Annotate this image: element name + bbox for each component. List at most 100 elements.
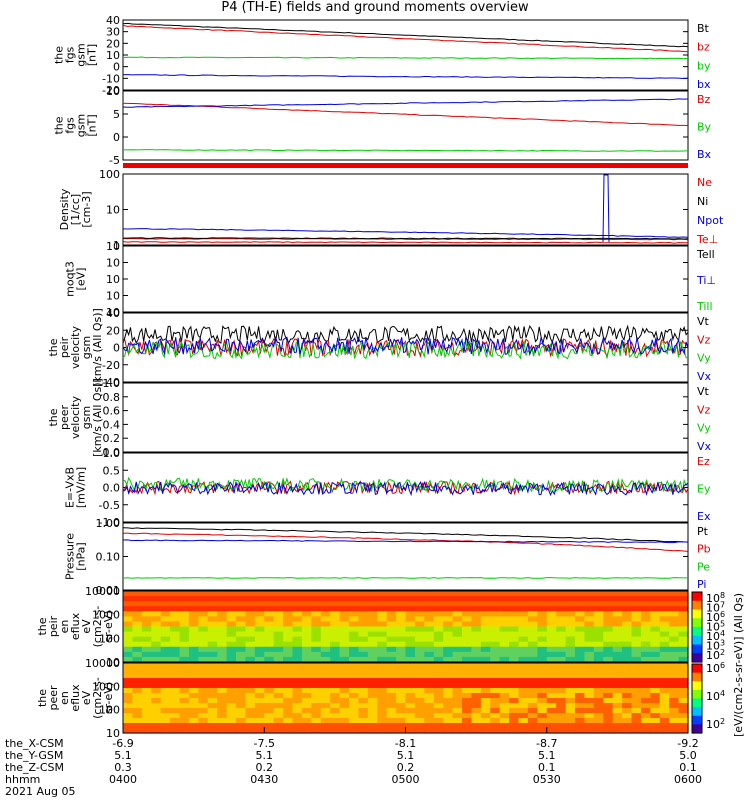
heatmap-cell	[349, 641, 360, 648]
heatmap-cell	[132, 663, 143, 669]
heatmap-cell	[452, 673, 463, 679]
heatmap-cell	[179, 641, 190, 648]
heatmap-cell	[367, 718, 378, 724]
heatmap-cell	[678, 601, 689, 607]
heatmap-cell	[132, 708, 143, 714]
heatmap-cell	[264, 703, 275, 709]
heatmap-cell	[339, 611, 350, 617]
heatmap-cell	[188, 636, 199, 643]
heatmap-cell	[132, 641, 143, 648]
heatmap-cell	[433, 683, 444, 689]
heatmap-cell	[292, 663, 303, 669]
heatmap-cell	[452, 708, 463, 714]
heatmap-cell	[584, 606, 595, 612]
heatmap-cell	[349, 611, 360, 617]
heatmap-cell	[254, 668, 265, 674]
heatmap-cell	[377, 626, 388, 633]
heatmap-cell	[358, 631, 369, 638]
heatmap-cell	[198, 723, 209, 729]
heatmap-cell	[546, 616, 557, 623]
heatmap-cell	[207, 601, 218, 607]
heatmap-cell	[527, 708, 538, 714]
heatmap-cell	[226, 668, 237, 674]
heatmap-cell	[593, 688, 604, 694]
colorbar-cell	[692, 635, 702, 639]
heatmap-cell	[283, 631, 294, 638]
heatmap-cell	[292, 596, 303, 602]
ylabel-line: [nT]	[86, 44, 99, 66]
heatmap-cell	[584, 663, 595, 669]
heatmap-cell	[405, 631, 416, 638]
colorbar-cell	[692, 707, 702, 710]
heatmap-cell	[405, 708, 416, 714]
heatmap-cell	[622, 698, 633, 704]
heatmap-cell	[254, 673, 265, 679]
heatmap-cell	[358, 616, 369, 623]
heatmap-cell	[622, 651, 633, 658]
heatmap-cell	[254, 688, 265, 694]
heatmap-cell	[480, 703, 491, 709]
heatmap-cell	[311, 703, 322, 709]
heatmap-cell	[490, 698, 501, 704]
heatmap-cell	[433, 606, 444, 612]
heatmap-cell	[236, 646, 247, 653]
heatmap-cell	[659, 616, 670, 623]
heatmap-cell	[414, 601, 425, 607]
heatmap-cell	[151, 636, 162, 643]
heatmap-cell	[659, 663, 670, 669]
heatmap-cell	[254, 621, 265, 628]
heatmap-cell	[622, 601, 633, 607]
heatmap-cell	[377, 641, 388, 648]
heatmap-cell	[490, 723, 501, 729]
heatmap-cell	[490, 728, 501, 734]
heatmap-cell	[443, 596, 454, 602]
heatmap-cell	[301, 621, 312, 628]
heatmap-cell	[509, 708, 520, 714]
colorbar-cell	[692, 618, 702, 621]
heatmap-cell	[141, 621, 152, 628]
heatmap-cell	[490, 656, 501, 663]
heatmap-cell	[236, 651, 247, 658]
heatmap-cell	[414, 606, 425, 612]
heatmap-cell	[396, 621, 407, 628]
heatmap-cell	[301, 698, 312, 704]
heatmap-cell	[565, 678, 576, 684]
heatmap-cell	[188, 718, 199, 724]
heatmap-cell	[386, 606, 397, 612]
heatmap-cell	[273, 636, 284, 643]
series-line-Vx	[122, 335, 689, 357]
heatmap-cell	[301, 678, 312, 684]
heatmap-cell	[490, 678, 501, 684]
legend-Vy: Vy	[697, 422, 711, 435]
heatmap-cell	[424, 728, 435, 734]
heatmap-cell	[622, 631, 633, 638]
heatmap-cell	[622, 626, 633, 633]
heatmap-cell	[245, 611, 256, 617]
heatmap-cell	[151, 621, 162, 628]
heatmap-cell	[292, 591, 303, 597]
heatmap-cell	[640, 678, 651, 684]
heatmap-cell	[565, 601, 576, 607]
heatmap-cell	[471, 651, 482, 658]
heatmap-cell	[273, 698, 284, 704]
heatmap-cell	[565, 656, 576, 663]
heatmap-cell	[471, 591, 482, 597]
heatmap-cell	[575, 668, 586, 674]
panel-frame-moqt3	[122, 245, 689, 313]
heatmap-cell	[575, 651, 586, 658]
heatmap-cell	[537, 646, 548, 653]
heatmap-cell	[207, 606, 218, 612]
heatmap-cell	[254, 626, 265, 633]
heatmap-cell	[377, 683, 388, 689]
heatmap-cell	[575, 673, 586, 679]
heatmap-cell	[377, 703, 388, 709]
ytick-label-peir_v: 0	[113, 342, 120, 355]
heatmap-cell	[640, 703, 651, 709]
heatmap-cell	[405, 723, 416, 729]
heatmap-cell	[584, 651, 595, 658]
heatmap-cell	[188, 641, 199, 648]
heatmap-cell	[226, 663, 237, 669]
heatmap-cell	[311, 621, 322, 628]
heatmap-cell	[217, 596, 228, 602]
heatmap-cell	[612, 728, 623, 734]
